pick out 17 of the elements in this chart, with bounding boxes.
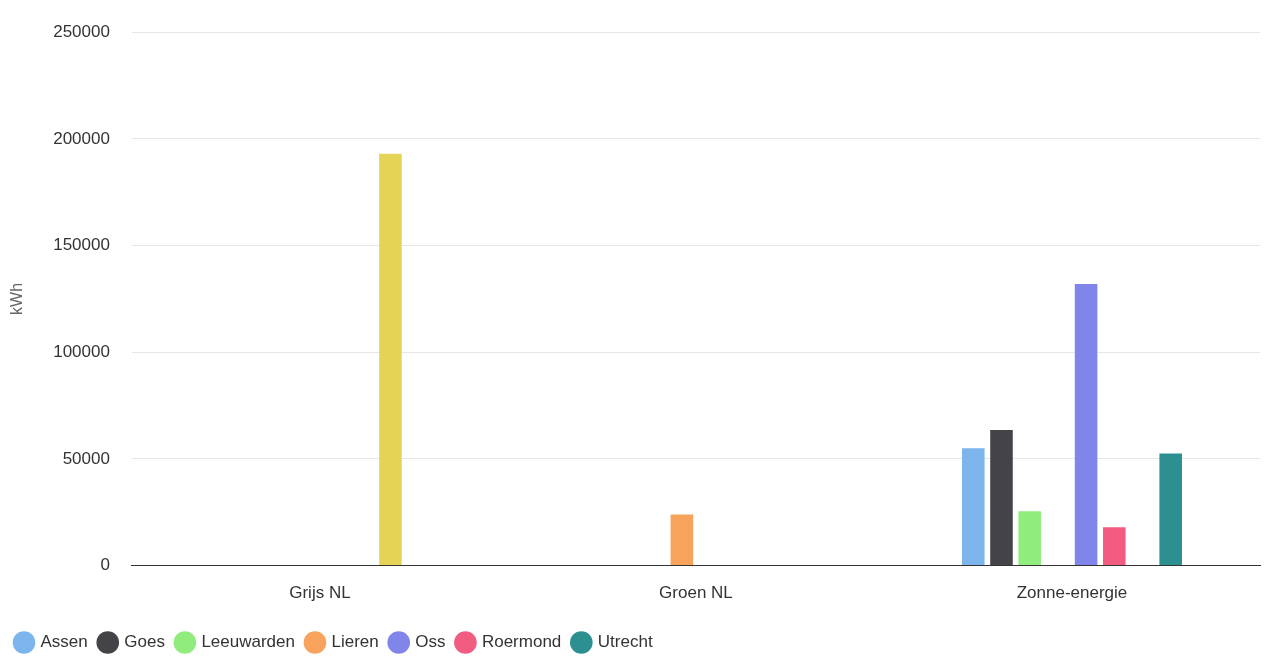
y-tick-label: 50000 [62, 448, 110, 468]
y-tick-label: 100000 [53, 341, 110, 361]
x-tick-label: Zonne-energie [1016, 583, 1128, 603]
legend-label: Leeuwarden [201, 632, 295, 652]
legend-label: Utrecht [597, 632, 653, 652]
y-axis-title: kWh [8, 282, 26, 315]
legend-label: Lieren [331, 632, 379, 652]
legend-label: Roermond [481, 632, 562, 652]
y-tick-label: 250000 [53, 21, 110, 41]
y-tick-label: 200000 [53, 128, 110, 148]
y-tick-label: 0 [100, 555, 110, 575]
y-tick-label: 150000 [53, 235, 110, 255]
x-tick-label: Groen NL [659, 583, 733, 603]
legend-label: Assen [40, 632, 88, 652]
x-tick-label: Grijs NL [289, 583, 351, 603]
legend-label: Oss [415, 632, 446, 652]
legend-label: Goes [124, 632, 165, 652]
